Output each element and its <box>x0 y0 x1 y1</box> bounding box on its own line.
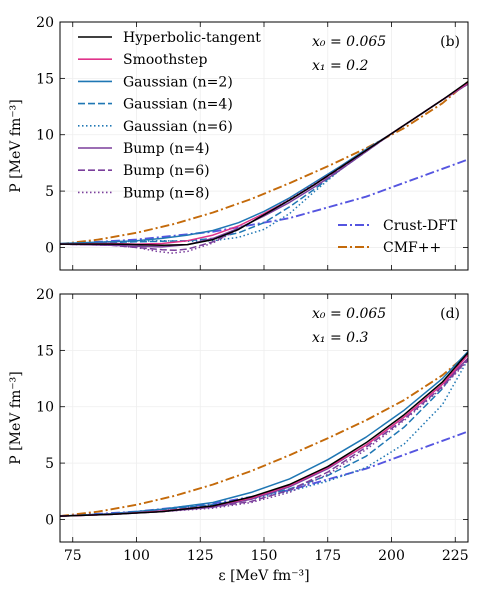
param-label: x₁ = 0.3 <box>312 330 368 346</box>
legend-label-gaussian-n-2: Gaussian (n=2) <box>123 74 233 90</box>
series-line-gaussian-n-2 <box>60 350 468 517</box>
series-line-gaussian-n-4 <box>60 82 468 245</box>
y-axis-label: P [MeV fm⁻³] <box>8 371 24 464</box>
y-tick-label: 5 <box>45 184 54 200</box>
panel-label: (b) <box>440 34 460 50</box>
param-label: x₁ = 0.2 <box>312 58 368 74</box>
x-tick-label: 175 <box>314 548 341 564</box>
x-tick-label: 200 <box>378 548 405 564</box>
legend-label-gaussian-n-6: Gaussian (n=6) <box>123 119 233 135</box>
panel-d: 0 5 10 15 20 75 100 125 150 175 200 225 P [MeV fm⁻³]… <box>8 287 469 564</box>
series-line-cmf <box>60 352 468 518</box>
y-tick-label: 0 <box>45 512 54 528</box>
y-tick-label: 10 <box>36 128 54 144</box>
y-tick-label: 5 <box>45 456 54 472</box>
y-axis-label: P [MeV fm⁻³] <box>8 99 24 192</box>
series-line-hyperbolic-tangent <box>60 81 468 246</box>
y-tick-label: 0 <box>45 240 54 256</box>
panel-b-series <box>60 80 468 254</box>
y-tick-label: 20 <box>36 15 54 31</box>
x-axis-label: ε [MeV fm⁻³] <box>218 568 309 584</box>
series-line-crust-dft <box>60 158 468 246</box>
legend-right: Crust-DFT CMF++ <box>338 218 458 256</box>
legend-label-hyperbolic-tangent: Hyperbolic-tangent <box>123 30 261 46</box>
x-tick-label: 75 <box>64 548 82 564</box>
legend-label-cmf: CMF++ <box>383 240 441 256</box>
legend-label-bump-n-6: Bump (n=6) <box>123 163 210 179</box>
panel-label: (d) <box>440 306 460 322</box>
param-label: x₀ = 0.065 <box>312 34 386 50</box>
y-tick-label: 15 <box>36 343 54 359</box>
x-tick-label: 100 <box>123 548 150 564</box>
x-tick-label: 125 <box>187 548 214 564</box>
legend-label-bump-n-4: Bump (n=4) <box>123 141 210 157</box>
x-tick-label: 150 <box>251 548 278 564</box>
x-tick-label: 225 <box>442 548 469 564</box>
legend-label-bump-n-8: Bump (n=8) <box>123 185 210 201</box>
panel-b: 0 5 10 15 20 P [MeV fm⁻³] (b) x₀ = 0.065 x₁ = 0.… <box>8 15 469 271</box>
panel-d-grid <box>60 293 468 542</box>
legend-label-gaussian-n-4: Gaussian (n=4) <box>123 97 233 113</box>
series-line-hyperbolic-tangent <box>60 352 468 517</box>
legend-label-crust-dft: Crust-DFT <box>383 218 458 234</box>
legend-label-smoothstep: Smoothstep <box>123 52 207 68</box>
y-tick-label: 20 <box>36 287 54 303</box>
param-label: x₀ = 0.065 <box>312 306 386 322</box>
series-line-cmf <box>60 80 468 246</box>
legend-left: Hyperbolic-tangent Smoothstep Gaussian (n=… <box>78 30 261 201</box>
y-tick-label: 15 <box>36 71 54 87</box>
panel-d-series <box>60 350 468 518</box>
y-tick-label: 10 <box>36 400 54 416</box>
